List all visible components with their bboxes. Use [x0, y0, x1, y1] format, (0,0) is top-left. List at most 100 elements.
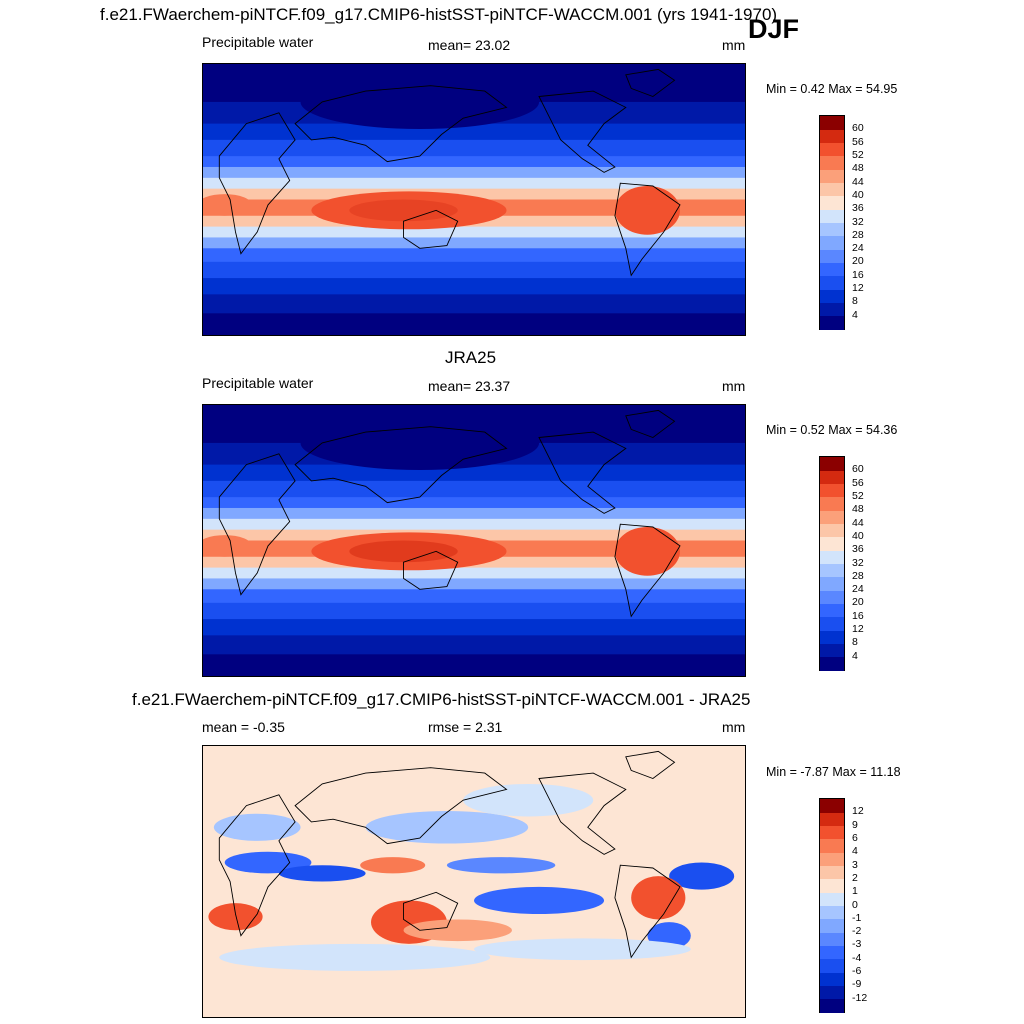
colorbar-tick-label: 52 — [852, 148, 864, 161]
coastline — [538, 431, 627, 514]
field-band — [203, 654, 745, 676]
colorbar-tick-label: 1 — [852, 885, 858, 898]
coastline — [218, 112, 296, 255]
coastline — [403, 209, 459, 249]
colorbar-cell — [820, 563, 844, 578]
colorbar-tick-label: 56 — [852, 476, 864, 489]
field-band — [203, 480, 745, 498]
panel2-mean-label: mean= 23.37 — [428, 378, 511, 394]
colorbar-cell — [820, 892, 844, 906]
colorbar-tick-label: 28 — [852, 228, 864, 241]
colorbar-cell — [820, 932, 844, 946]
field-band — [203, 294, 745, 314]
colorbar-tick-label: 8 — [852, 636, 858, 649]
amazon-moist-region — [614, 526, 680, 576]
colorbar-cell — [820, 550, 844, 564]
colorbar-tick-label: 2 — [852, 871, 858, 884]
field-band — [203, 313, 745, 335]
field-band — [203, 261, 745, 279]
difference-region — [463, 783, 594, 817]
colorbar-tick-label: 20 — [852, 255, 864, 268]
colorbar-cell — [820, 838, 844, 853]
coastline — [625, 68, 676, 98]
colorbar-cell — [820, 812, 844, 827]
colorbar-tick-label: 32 — [852, 215, 864, 228]
colorbar-cell — [820, 235, 844, 250]
panel2-map — [202, 404, 746, 677]
field-band — [203, 123, 745, 141]
difference-region — [631, 876, 686, 920]
season-label: DJF — [748, 14, 800, 44]
colorbar-tick-label: 4 — [852, 845, 858, 858]
field-band — [203, 237, 745, 249]
colorbar-tick-label: 12 — [852, 805, 864, 818]
colorbar-cell — [820, 972, 844, 986]
colorbar-tick-label: 60 — [852, 463, 864, 476]
field-band — [203, 567, 745, 579]
colorbar-cell — [820, 289, 844, 303]
colorbar-cell — [820, 630, 844, 644]
colorbar-cell — [820, 576, 844, 591]
colorbar-tick-label: 56 — [852, 135, 864, 148]
field-band — [203, 507, 745, 520]
difference-region — [669, 862, 735, 890]
colorbar-cell — [820, 483, 844, 498]
coastline — [614, 182, 681, 277]
colorbar-cell — [820, 656, 844, 671]
colorbar-tick-label: 20 — [852, 596, 864, 609]
colorbar-tick-label: 0 — [852, 898, 858, 911]
colorbar-cell — [820, 523, 844, 538]
colorbar-tick-label: 40 — [852, 188, 864, 201]
coastline — [538, 772, 627, 855]
panel3-title: f.e21.FWaerchem-piNTCF.f09_g17.CMIP6-his… — [132, 690, 751, 709]
colorbar-cell — [820, 195, 844, 210]
coastline — [625, 409, 676, 439]
panel3-colorbar: -12 -9 -6 -4 -3 -2 -1 0 1 2 3 4 6 9 12 — [819, 798, 867, 1013]
panel1-variable-label: Precipitable water — [202, 34, 314, 50]
colorbar-tick-label: 60 — [852, 122, 864, 135]
colorbar-cell — [820, 918, 844, 933]
colorbar-cell — [820, 825, 844, 840]
difference-region — [365, 811, 529, 844]
panel2-variable-label: Precipitable water — [202, 375, 314, 391]
colorbar-tick-label: 6 — [852, 831, 858, 844]
colorbar-tick-label: -6 — [852, 965, 862, 978]
colorbar-cell — [820, 182, 844, 197]
coastline — [538, 90, 627, 173]
colorbar-cell — [820, 222, 844, 237]
colorbar-cell — [820, 496, 844, 511]
colorbar-cell — [820, 945, 844, 960]
colorbar-cell — [820, 536, 844, 551]
field-band — [203, 602, 745, 620]
africa-moist-region — [203, 535, 252, 557]
coastline — [614, 864, 681, 959]
colorbar-tick-label: 3 — [852, 858, 858, 871]
warm-pool-core — [349, 540, 458, 563]
colorbar-cell — [820, 603, 844, 618]
coastline — [218, 453, 296, 596]
panel3-mean-label: mean = -0.35 — [202, 719, 285, 735]
colorbar-tick-label: 12 — [852, 282, 864, 295]
colorbar-cell — [820, 616, 844, 631]
colorbar-cell — [820, 302, 844, 317]
colorbar-tick-label: -3 — [852, 938, 862, 951]
warm-pool-core — [349, 199, 458, 222]
panel2-title: JRA25 — [445, 348, 497, 367]
difference-region — [403, 919, 512, 942]
panel3-map — [202, 745, 746, 1018]
field-band — [203, 278, 745, 295]
difference-region — [360, 857, 426, 874]
colorbar-cell — [820, 878, 844, 893]
africa-moist-region — [203, 194, 252, 216]
coastline — [294, 85, 508, 163]
field-band — [203, 619, 745, 636]
field-band — [203, 188, 745, 200]
colorbar-cell — [820, 590, 844, 604]
difference-region — [278, 865, 366, 882]
colorbar-cell — [820, 457, 844, 471]
coastline — [294, 426, 508, 504]
colorbar-cell — [820, 470, 844, 485]
difference-region — [208, 903, 263, 931]
colorbar-cell — [820, 643, 844, 658]
panel3-map-canvas — [203, 746, 745, 1017]
